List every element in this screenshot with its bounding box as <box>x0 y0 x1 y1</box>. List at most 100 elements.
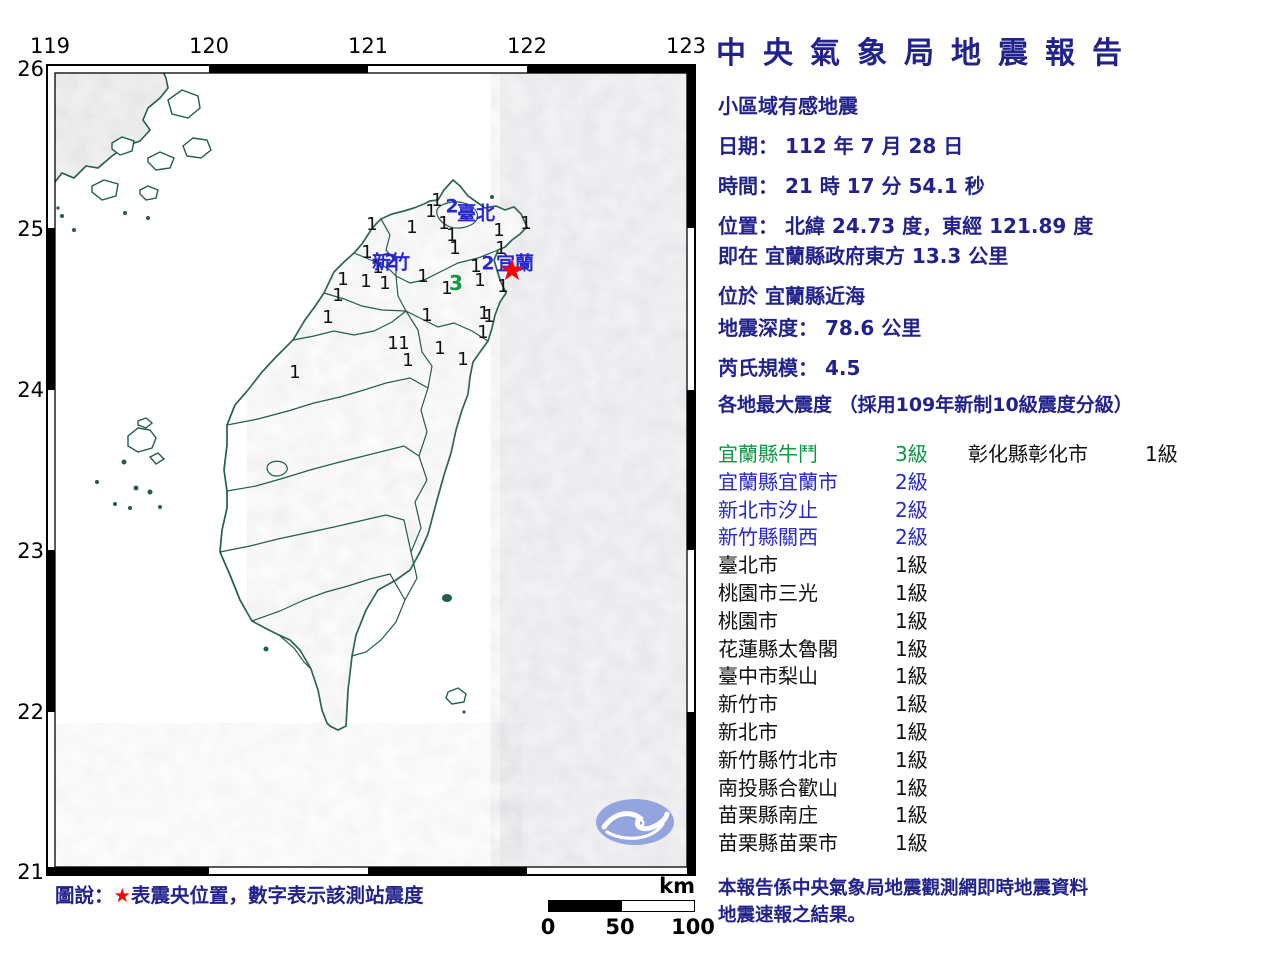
intensity-table-col2: 彰化縣彰化市 1級 <box>968 438 1218 466</box>
intensity-location: 彰化縣彰化市 <box>968 442 1088 466</box>
station-intensity-marker: 1 <box>457 349 469 370</box>
station-intensity-marker: 3 <box>449 271 463 295</box>
lon-tick-label: 119 <box>29 34 71 58</box>
station-intensity-marker: 1 <box>483 306 495 327</box>
station-intensity-marker: 1 <box>493 220 505 241</box>
intensity-row: 桃園市三光 1級 <box>718 577 968 605</box>
intensity-level: 1級 <box>895 608 928 633</box>
station-intensity-marker: 1 <box>421 305 433 326</box>
report-date-line: 日期： 112 年 7 月 28 日 <box>718 134 964 158</box>
scale-tick-label: 50 <box>605 915 635 939</box>
station-intensity-marker: 1 <box>387 333 399 354</box>
lat-tick-label: 22 <box>17 700 44 724</box>
station-intensity-marker: 1 <box>438 213 450 234</box>
intensity-location: 新竹縣關西 <box>718 525 818 550</box>
station-intensity-marker: 1 <box>322 307 334 328</box>
intensity-level: 1級 <box>895 775 928 800</box>
station-intensity-marker: 1 <box>337 269 349 290</box>
station-intensity-marker: 1 <box>446 225 458 246</box>
cwb-logo-icon <box>596 799 674 845</box>
station-intensity-marker: 1 <box>402 350 414 371</box>
scale-tick-label: 100 <box>671 915 715 939</box>
intensity-location: 宜蘭縣牛鬥 <box>718 442 818 466</box>
intensity-row: 苗栗縣南庄 1級 <box>718 799 968 827</box>
epicenter-star: ★ <box>498 253 526 288</box>
lat-tick-label: 26 <box>17 57 44 81</box>
intensity-row: 臺中市梨山 1級 <box>718 660 968 688</box>
intensity-location: 新竹縣竹北市 <box>718 747 838 772</box>
intensity-row: 宜蘭縣牛鬥 3級 <box>718 438 968 466</box>
intensity-row: 新竹縣竹北市 1級 <box>718 744 968 772</box>
intensity-location: 臺中市梨山 <box>718 664 818 689</box>
report-subtitle: 小區域有感地震 <box>718 94 858 118</box>
station-intensity-marker: 1 <box>478 303 490 324</box>
map-legend: 圖說：★表震央位置，數字表示該測站震度 <box>55 879 424 908</box>
station-intensity-marker: 1 <box>360 271 372 292</box>
station-intensity-marker: 1 <box>406 217 418 238</box>
station-intensity-marker: 1 <box>366 214 378 235</box>
intensity-row: 花蓮縣太魯閣 1級 <box>718 633 968 661</box>
intensity-row: 南投縣合歡山 1級 <box>718 772 968 800</box>
footer-note-line2: 地震速報之結果。 <box>718 905 867 926</box>
map-frame <box>46 64 696 876</box>
intensity-location: 宜蘭縣宜蘭市 <box>718 469 838 494</box>
station-intensity-marker: 1 <box>441 278 453 299</box>
lon-tick-label: 122 <box>506 34 548 58</box>
intensity-row: 桃園市 1級 <box>718 605 968 633</box>
station-intensity-marker: 1 <box>425 201 437 222</box>
city-label: 臺北 <box>457 202 496 225</box>
station-intensity-marker: 1 <box>372 257 384 278</box>
lon-tick-label: 123 <box>665 34 707 58</box>
lat-tick-label: 21 <box>17 860 44 884</box>
station-intensity-marker: 1 <box>497 276 509 297</box>
station-intensity-marker: 2 <box>481 252 495 275</box>
station-intensity-marker: 1 <box>477 322 489 343</box>
intensity-row: 新北市汐止 2級 <box>718 494 968 522</box>
station-intensity-marker: 1 <box>398 333 410 354</box>
station-intensity-marker: 2 <box>445 195 459 218</box>
intensity-table-col1: 宜蘭縣牛鬥 3級 宜蘭縣宜蘭市 2級 新北市汐止 2級 新竹縣關西 2級 臺北市 1級 桃園市三光 1… <box>718 438 968 855</box>
station-intensity-marker: 1 <box>449 238 461 259</box>
intensity-level: 1級 <box>895 747 928 772</box>
station-intensity-marker: 1 <box>470 256 482 277</box>
intensity-level: 2級 <box>895 525 928 550</box>
intensity-level: 1級 <box>895 636 928 661</box>
intensity-location: 新北市汐止 <box>718 497 818 522</box>
report-location-line: 位置： 北緯 24.73 度，東經 121.89 度 <box>718 214 1094 238</box>
report-relative-line: 即在 宜蘭縣政府東方 13.3 公里 <box>718 244 1009 268</box>
intensity-row: 新竹縣關西 2級 <box>718 521 968 549</box>
station-intensity-marker: 1 <box>332 285 344 306</box>
report-depth-line: 地震深度： 78.6 公里 <box>718 316 922 340</box>
station-intensity-marker: 1 <box>495 238 507 259</box>
intensity-level: 1級 <box>895 719 928 744</box>
max-intensity-header: 各地最大震度 （採用109年新制10級震度分級） <box>718 394 1133 416</box>
scale-tick-label: 0 <box>540 915 556 939</box>
intensity-location: 苗栗縣南庄 <box>718 803 818 828</box>
intensity-level: 2級 <box>895 497 928 522</box>
intensity-level: 1級 <box>895 553 928 578</box>
intensity-location: 花蓮縣太魯閣 <box>718 636 838 661</box>
intensity-location: 新竹市 <box>718 692 778 717</box>
report-area-line: 位於 宜蘭縣近海 <box>718 284 865 308</box>
intensity-row: 宜蘭縣宜蘭市 2級 <box>718 466 968 494</box>
intensity-location: 臺北市 <box>718 553 778 578</box>
footer-note-line1: 本報告係中央氣象局地震觀測網即時地震資料 <box>718 878 1089 899</box>
station-intensity-marker: 1 <box>474 270 486 291</box>
intensity-level: 1級 <box>895 664 928 689</box>
station-intensity-marker: 2 <box>384 250 398 273</box>
station-intensity-marker: 1 <box>361 242 373 263</box>
intensity-location: 南投縣合歡山 <box>718 775 838 800</box>
station-intensity-marker: 1 <box>379 273 391 294</box>
intensity-level: 1級 <box>1145 442 1178 466</box>
report-magnitude-line: 芮氏規模： 4.5 <box>718 356 861 380</box>
lat-tick-label: 24 <box>17 378 44 402</box>
legend-star-icon: ★ <box>113 884 131 907</box>
intensity-row: 彰化縣彰化市 1級 <box>968 438 1218 466</box>
legend-prefix: 圖說： <box>55 884 114 907</box>
intensity-location: 桃園市三光 <box>718 580 818 605</box>
lat-tick-label: 25 <box>17 217 44 241</box>
intensity-row: 新北市 1級 <box>718 716 968 744</box>
intensity-level: 1級 <box>895 831 928 856</box>
station-intensity-marker: 1 <box>434 338 446 359</box>
